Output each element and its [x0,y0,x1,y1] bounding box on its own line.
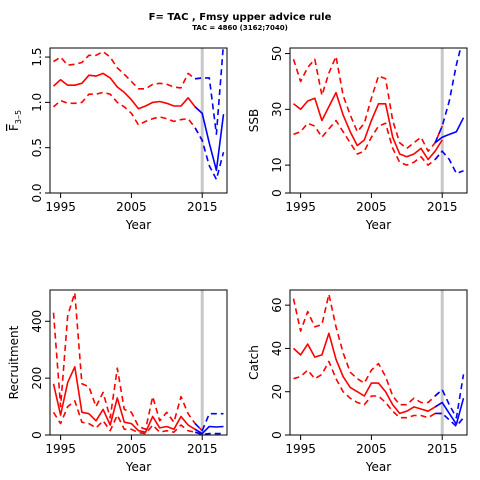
series-group [292,293,465,428]
y-tick-label: 50 [270,46,284,61]
series-group [52,48,225,181]
y-tick-label: 200 [30,367,44,390]
forecast-dashed-line [434,374,465,419]
historic-dashed-line [53,50,203,90]
historic-solid-line [293,91,443,161]
y-tick-label: 20 [270,384,284,399]
chart-panel-1: 1995 2005 2015 Year 0.0 0.5 1.0 1.5 F3–5 [7,47,228,232]
historic-solid-line [52,72,203,114]
forecast-solid-line [194,425,224,435]
y-tick-label: 0.0 [30,183,44,202]
chart-panel-3: 1995 2005 2015 Year 0 200 400 Recruitment [7,289,228,474]
chart-panel-4: 1995 2005 2015 Year 0 20 40 60 Catch [247,289,468,474]
x-tick-label: 2015 [427,442,458,456]
chart-panel-2: 1995 2005 2015 Year 0 10 30 50 SSB [247,46,468,232]
forecast-solid-line [434,397,465,426]
forecast-dashed-line [194,431,224,435]
x-axis-label: Year [365,218,391,232]
y-tick-label: 400 [30,310,44,333]
x-tick-label: 2015 [187,442,218,456]
y-tick-label: 1.5 [30,48,44,67]
y-axis-label: F3–5 [7,110,23,131]
x-tick-label: 1995 [45,442,76,456]
historic-dashed-line [52,291,203,432]
y-tick-label: 0.5 [30,138,44,157]
historic-solid-line [52,365,203,435]
y-tick-label: 60 [270,298,284,313]
plot-frame [49,47,228,194]
x-tick-label: 2005 [356,200,387,214]
plot-frame [289,289,468,436]
x-tick-label: 2015 [427,200,458,214]
historic-solid-line [292,332,443,415]
y-tick-label: 10 [270,157,284,172]
x-tick-label: 2005 [356,442,387,456]
y-tick-label: 30 [270,102,284,117]
forecast-dashed-line [435,412,465,428]
historic-dashed-line [293,119,443,166]
y-axis-label-main: F [7,124,21,131]
x-tick-label: 1995 [285,200,316,214]
forecast-dashed-line [194,48,224,135]
historic-dashed-line [292,293,443,406]
y-tick-label: 0 [270,431,284,439]
series-group [292,48,465,175]
historic-dashed-line [293,360,443,419]
y-tick-label: 0 [30,431,44,439]
x-tick-label: 2005 [116,200,147,214]
x-axis-label: Year [365,460,391,474]
chart-title: F= TAC , Fmsy upper advice rule [149,12,332,23]
y-axis-label: SSB [247,109,261,132]
x-tick-label: 1995 [45,200,76,214]
series-group [52,291,224,435]
forecast-solid-line [434,117,465,144]
x-tick-label: 2005 [116,442,147,456]
x-tick-label: 2015 [187,200,218,214]
y-axis-label: Catch [247,345,261,380]
historic-dashed-line [52,91,203,141]
forecast-solid-line [194,106,225,172]
forecast-dashed-line [434,48,462,144]
x-tick-label: 1995 [285,442,316,456]
y-tick-label: 0 [270,189,284,197]
y-tick-label: 1.0 [30,93,44,112]
historic-dashed-line [52,400,203,435]
x-axis-label: Year [125,218,151,232]
y-tick-label: 40 [270,341,284,356]
chart-subtitle: TAC = 4860 (3162;7040) [192,24,288,32]
y-axis-label: Recruitment [7,325,21,399]
forecast-dashed-line [434,150,464,175]
forecast-dashed-line [194,127,225,181]
plot-frame [49,289,228,436]
x-axis-label: Year [125,460,151,474]
y-axis-label-subscript: 3–5 [14,110,23,124]
historic-dashed-line [292,55,443,152]
plot-frame [289,47,468,194]
